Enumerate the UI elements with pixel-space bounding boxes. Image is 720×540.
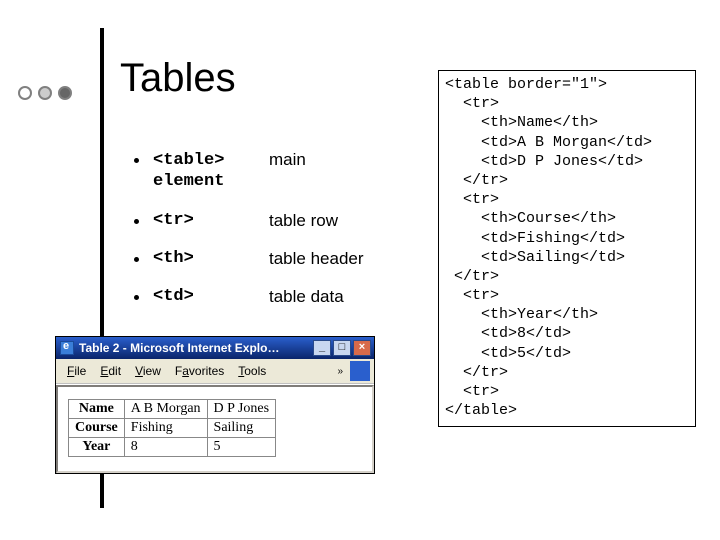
window-titlebar: Table 2 - Microsoft Internet Explo… _ □ … [56, 337, 374, 359]
table-header: Year [69, 438, 125, 457]
menu-more-button[interactable]: » [334, 366, 346, 377]
table-cell: Sailing [207, 419, 276, 438]
menu-file[interactable]: File [60, 363, 93, 379]
table-row: Name A B Morgan D P Jones [69, 400, 276, 419]
throbber-icon [350, 361, 370, 381]
bullet-desc: table header [269, 249, 414, 269]
dot-1 [18, 86, 32, 100]
bullet-item: <td> table data [134, 287, 414, 307]
rendered-table: Name A B Morgan D P Jones Course Fishing… [68, 399, 276, 457]
page-content: Name A B Morgan D P Jones Course Fishing… [56, 385, 374, 473]
bullet-item: <th> table header [134, 249, 414, 269]
table-header: Course [69, 419, 125, 438]
menu-bar: File Edit View Favorites Tools » [56, 359, 374, 384]
ie-icon [60, 341, 74, 355]
dot-2 [38, 86, 52, 100]
bullet-term: <table> element [153, 150, 269, 193]
minimize-button[interactable]: _ [313, 340, 331, 356]
maximize-button[interactable]: □ [333, 340, 351, 356]
bullet-marker [134, 219, 139, 224]
menu-edit[interactable]: Edit [93, 363, 128, 379]
table-cell: Fishing [124, 419, 207, 438]
bullet-item: <table> element main [134, 150, 414, 193]
table-cell: 5 [207, 438, 276, 457]
menu-tools[interactable]: Tools [231, 363, 273, 379]
bullet-term: <tr> [153, 211, 269, 230]
bullet-item: <tr> table row [134, 211, 414, 231]
table-header: Name [69, 400, 125, 419]
bullet-term: <th> [153, 249, 269, 268]
table-cell: 8 [124, 438, 207, 457]
table-cell: D P Jones [207, 400, 276, 419]
browser-window: Table 2 - Microsoft Internet Explo… _ □ … [55, 336, 375, 474]
code-sample: <table border="1"> <tr> <th>Name</th> <t… [438, 70, 696, 427]
bullet-marker [134, 295, 139, 300]
slide-marker-dots [18, 86, 72, 100]
table-row: Year 8 5 [69, 438, 276, 457]
bullet-marker [134, 257, 139, 262]
table-row: Course Fishing Sailing [69, 419, 276, 438]
menu-favorites[interactable]: Favorites [168, 363, 231, 379]
bullet-desc: main [269, 150, 414, 170]
window-buttons: _ □ × [313, 340, 371, 356]
bullet-desc: table row [269, 211, 414, 231]
close-button[interactable]: × [353, 340, 371, 356]
table-cell: A B Morgan [124, 400, 207, 419]
bullet-marker [134, 158, 139, 163]
bullet-list: <table> element main <tr> table row <th>… [134, 150, 414, 325]
bullet-desc: table data [269, 287, 414, 307]
page-title: Tables [120, 56, 236, 101]
bullet-term: <td> [153, 287, 269, 306]
menu-view[interactable]: View [128, 363, 168, 379]
window-title: Table 2 - Microsoft Internet Explo… [79, 341, 313, 355]
dot-3 [58, 86, 72, 100]
